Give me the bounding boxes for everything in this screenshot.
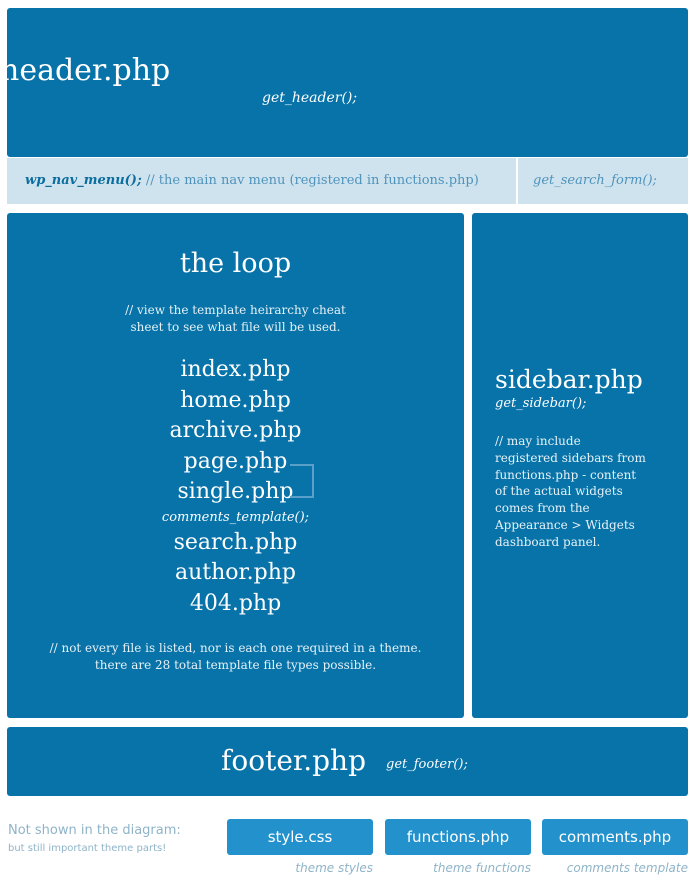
footer-php-block <box>7 727 688 796</box>
comments-template-function: comments_template(); <box>161 509 310 525</box>
loop-note-line-2: sheet to see what file will be used. <box>130 320 341 334</box>
template-file: archive.php <box>169 418 302 443</box>
loop-footnote-line-1: // not every file is listed, nor is each… <box>49 641 422 655</box>
comments-php-caption: comments template <box>566 861 688 875</box>
header-php-block <box>7 8 688 157</box>
template-file: author.php <box>175 560 296 585</box>
not-shown-subtitle: but still important theme parts! <box>8 843 167 854</box>
nav-divider <box>516 158 518 204</box>
loop-footnote: // not every file is listed, nor is each… <box>7 640 464 674</box>
style-css-caption: theme styles <box>295 861 373 875</box>
header-title: header.php <box>0 53 171 88</box>
footer-function: get_footer(); <box>386 757 468 772</box>
nav-menu-text: wp_nav_menu(); // the main nav menu (reg… <box>25 171 479 191</box>
loop-note: // view the template heirarchy cheat she… <box>7 302 464 336</box>
nav-menu-bar: wp_nav_menu(); // the main nav menu (reg… <box>7 158 688 204</box>
sidebar-php-block <box>472 213 688 718</box>
sidebar-note-line: functions.php - content <box>495 467 637 482</box>
functions-php-pill: functions.php <box>385 819 531 855</box>
sidebar-note: // may include registered sidebars from … <box>495 433 675 551</box>
the-loop-block <box>7 213 464 718</box>
header-function: get_header(); <box>262 90 358 106</box>
comments-bracket-connector <box>290 464 314 498</box>
sidebar-note-line: Appearance > Widgets <box>495 517 635 532</box>
comments-php-pill: comments.php <box>542 819 688 855</box>
sidebar-note-line: comes from the <box>495 501 590 516</box>
style-css-pill: style.css <box>227 819 373 855</box>
template-file: index.php <box>180 357 291 382</box>
template-file: single.php <box>177 479 294 504</box>
nav-menu-comment: // the main nav menu (registered in func… <box>145 173 479 188</box>
template-file: home.php <box>180 387 291 413</box>
sidebar-note-line: registered sidebars from <box>495 450 646 465</box>
sidebar-title: sidebar.php <box>495 365 643 394</box>
functions-php-caption: theme functions <box>433 861 531 875</box>
template-file-list: index.php home.php archive.php page.php … <box>7 355 464 619</box>
not-shown-title: Not shown in the diagram: <box>8 823 181 838</box>
footer-title: footer.php <box>221 744 366 777</box>
template-file: search.php <box>173 529 298 555</box>
template-file: 404.php <box>189 590 282 616</box>
sidebar-note-line: dashboard panel. <box>495 534 601 549</box>
sidebar-note-line: // may include <box>495 434 581 448</box>
sidebar-function: get_sidebar(); <box>495 396 587 411</box>
loop-footnote-line-2: there are 28 total template file types p… <box>94 658 377 672</box>
template-file: page.php <box>183 448 288 474</box>
search-form-function: get_search_form(); <box>533 173 657 188</box>
sidebar-note-line: of the actual widgets <box>495 484 623 499</box>
loop-note-line-1: // view the template heirarchy cheat <box>125 303 346 317</box>
loop-title: the loop <box>179 248 292 279</box>
nav-menu-function: wp_nav_menu(); <box>25 173 142 188</box>
